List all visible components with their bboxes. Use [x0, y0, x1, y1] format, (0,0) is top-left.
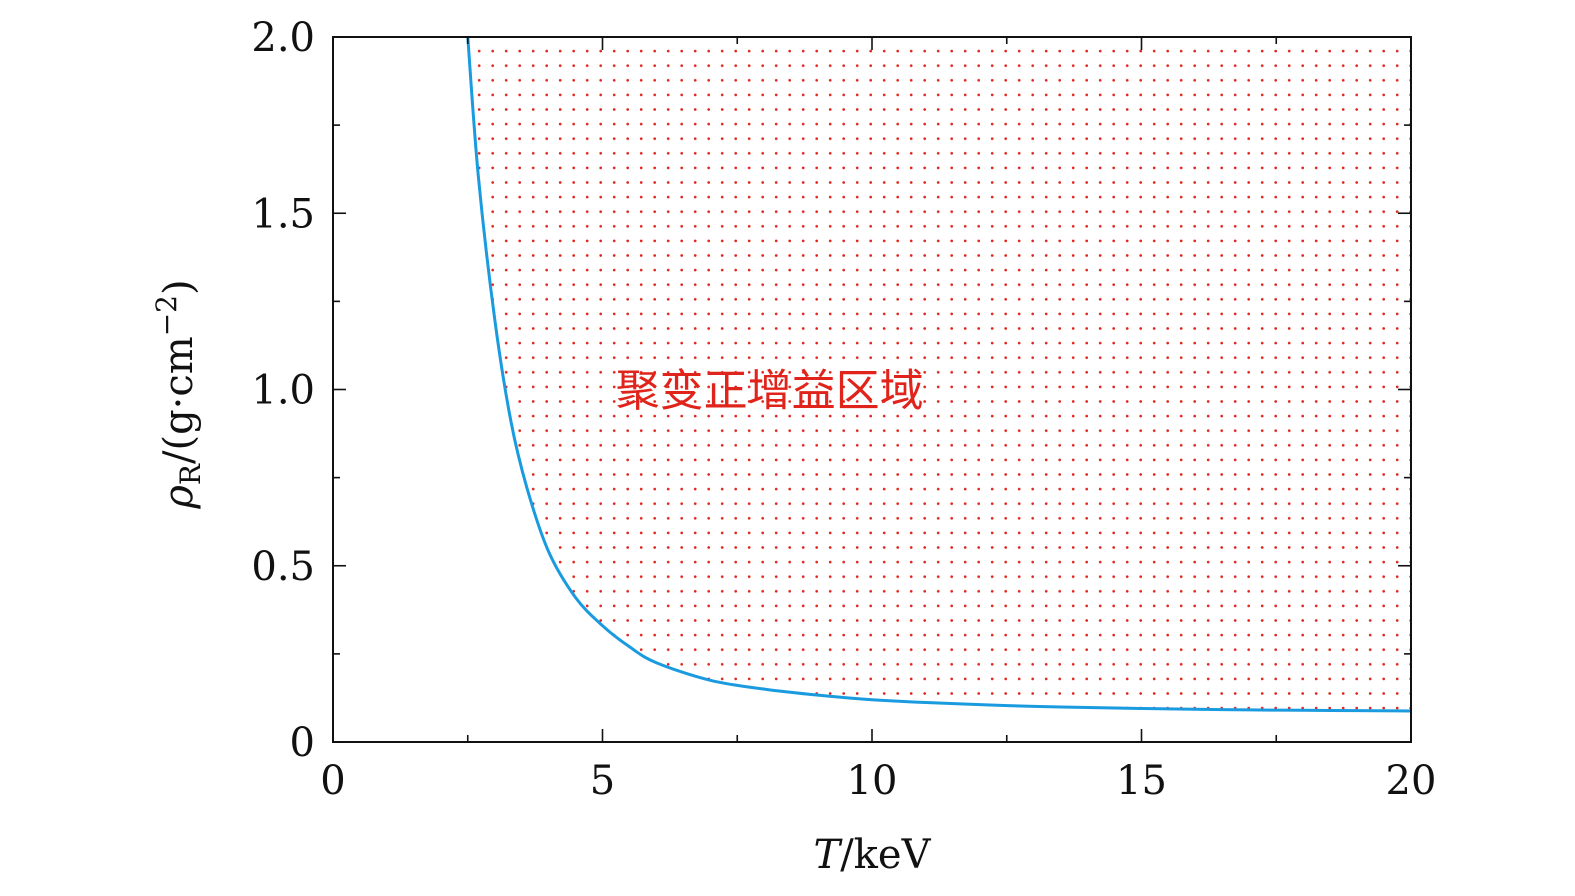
y-tick-label: 0 [290, 720, 315, 766]
positive-gain-region [467, 37, 1411, 711]
y-tick-label: 1.5 [251, 191, 315, 237]
y-tick-label: 1.0 [251, 368, 315, 414]
region-label: 聚变正增益区域 [616, 366, 924, 417]
y-axis-title: ρR/(g·cm−2) [150, 279, 207, 509]
y-tick-label: 0.5 [251, 544, 315, 590]
y-axis-title-superscript: −2 [150, 295, 183, 336]
x-tick-label: 20 [1386, 758, 1437, 804]
x-tick-label: 15 [1116, 758, 1167, 804]
x-axis-title: T/keV [814, 832, 932, 878]
x-tick-label: 10 [847, 758, 898, 804]
x-axis-title-variable: T [814, 832, 844, 878]
series-line [466, 37, 1411, 713]
positive-gain-region-fill [467, 37, 1411, 711]
y-axis-title-unit: /(g·cm [156, 336, 202, 464]
y-tick-label: 2.0 [251, 15, 315, 61]
axis-ticks [332, 36, 1412, 743]
y-axis-title-rho: ρ [156, 485, 202, 510]
tick-labels: 0 5 10 15 20 0 0.5 1.0 1.5 2.0 [251, 15, 1436, 804]
y-axis-title-close: ) [156, 279, 202, 295]
series-layer [466, 37, 1411, 713]
x-tick-label: 0 [320, 758, 345, 804]
x-tick-label: 5 [590, 758, 615, 804]
x-axis-title-unit: /keV [840, 832, 931, 878]
y-axis-title-subscript: R [174, 463, 207, 485]
